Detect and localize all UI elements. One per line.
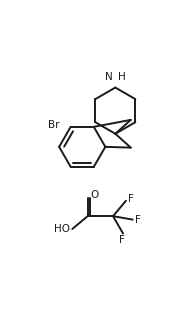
Text: F: F xyxy=(119,235,124,245)
Text: Br: Br xyxy=(48,120,60,130)
Text: O: O xyxy=(90,190,99,200)
Text: H: H xyxy=(118,72,125,82)
Text: HO: HO xyxy=(54,224,70,234)
Text: F: F xyxy=(128,194,134,204)
Text: F: F xyxy=(135,215,141,225)
Text: N: N xyxy=(105,72,113,82)
